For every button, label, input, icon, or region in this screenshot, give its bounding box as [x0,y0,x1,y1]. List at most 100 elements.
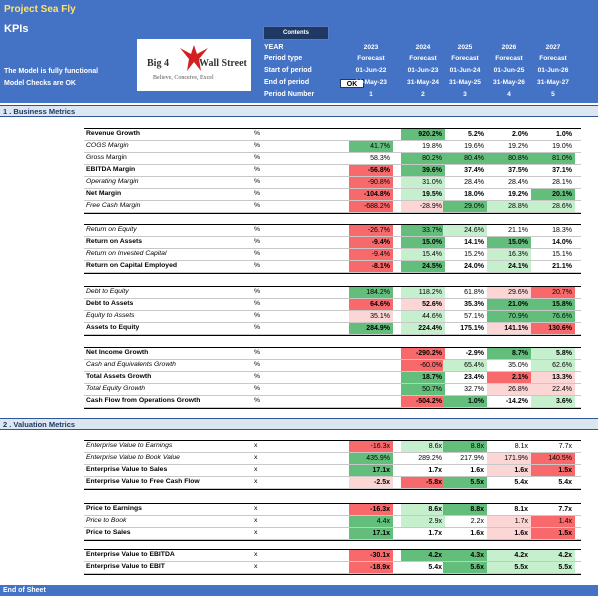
metric-value-cell: 37.1% [552,167,572,174]
metric-value-cell: 80.2% [401,153,445,164]
metric-value-cell: 52.6% [401,299,445,310]
metric-row: Assets to Equity% 284.9% 224.4% 175.1% 141.1… [84,323,581,335]
metric-row: Equity to Assets% 35.1% 44.6% 57.1% 70.9% 76.… [84,311,581,323]
metric-unit: x [254,529,258,536]
metric-value-cell: 284.9% [349,323,393,334]
metric-value-cell: 435.9% [349,453,393,464]
metric-value-cell: -18.9x [349,562,393,573]
metric-value-cell: 19.2% [508,191,528,198]
metric-value-cell: -8.1% [349,261,393,272]
metric-unit: x [254,478,258,485]
metric-value-cell: 19.2% [508,143,528,150]
metric-value-cell: 16.3% [487,249,531,260]
metric-value-cell: 1.7x [487,516,531,527]
metric-row: Price to Earnings x -16.3x 8.6x 8.8x 8.1x 7.7x [84,504,581,516]
metric-value-cell: 28.4% [508,179,528,186]
metric-value-cell: 118.2% [401,287,445,298]
metric-unit: % [254,312,261,319]
metric-value-cell: 39.6% [401,165,445,176]
metric-value-cell: 4.4x [349,516,393,527]
metric-value-cell: 184.2% [349,287,393,298]
metric-label: Return on Invested Capital [86,250,167,257]
metric-label: Equity to Assets [86,312,135,319]
metric-value-cell: 289.2% [418,455,442,462]
metric-label: Enterprise Value to Book Value [86,454,180,461]
metric-value-cell: 44.6% [401,311,445,322]
metric-row: Price to Sales x 17.1x 1.7x 1.6x 1.6x 1.5x [84,528,581,540]
metric-label: Enterprise Value to Sales [86,466,168,473]
metric-label: Cash Flow from Operations Growth [86,397,201,404]
metric-row: Return on Assets% -9.4% 15.0% 14.1% 15.0% 14.… [84,237,581,249]
metric-row: Cash Flow from Operations Growth% -504.2%… [84,396,581,408]
metric-label: Net Margin [86,190,122,197]
metric-label: Enterprise Value to Earnings [86,442,173,449]
metric-value-cell: 21.0% [487,299,531,310]
period-end-cell: 31-May-27 [537,79,569,86]
metric-row: Enterprise Value to Sales x 17.1x 1.7x 1.6x 1… [84,465,581,477]
metric-value-cell: 81.0% [531,153,575,164]
period-type-cell: Forecast [495,55,523,62]
metric-value-cell: 1.5x [531,528,575,539]
period-year-cell: 2027 [545,44,561,51]
metric-row: Free Cash Margin% -688.2% -28.9% 29.0% 28.8%… [84,201,581,213]
eagle-icon [180,45,208,71]
metric-label: Net Income Growth [86,349,149,356]
metric-unit: x [254,454,258,461]
metric-value-cell: 29.0% [443,201,487,212]
metric-value-cell: 35.3% [464,301,484,308]
metric-value-cell: -104.8% [349,189,393,200]
period-type-cell: Forecast [451,55,479,62]
metric-value-cell [349,372,393,383]
contents-button[interactable]: Contents [263,26,329,40]
metric-unit: x [254,551,258,558]
metric-unit: % [254,385,261,392]
metric-value-cell: 5.5x [531,562,575,573]
metric-value-cell: 8.6x [401,441,445,452]
metric-value-cell: 5.2% [468,131,484,138]
metric-value-cell: 70.9% [487,311,531,322]
metric-value-cell: 18.3% [552,227,572,234]
period-label-end: End of period [264,79,310,86]
metric-value-cell: 29.6% [487,287,531,298]
metric-row: Total Equity Growth% 50.7% 32.7% 26.8% 22.4% [84,384,581,396]
metric-value-cell: -16.3x [349,504,393,515]
metric-value-cell: 5.4x [428,564,442,571]
period-start-cell: 01-Jun-23 [407,67,439,74]
metric-value-cell: 1.6x [487,465,531,476]
metric-label: Revenue Growth [86,130,141,137]
metric-label: Total Equity Growth [86,385,146,392]
metric-value-cell: 175.1% [460,325,484,332]
metric-value-cell: 14.0% [552,239,572,246]
metric-value-cell: 217.9% [460,455,484,462]
metric-value-cell: 7.7x [558,443,572,450]
metric-value-cell: 4.3x [443,550,487,561]
period-num-cell: 1 [369,91,373,98]
metric-value-cell: 61.8% [464,289,484,296]
metric-label: Enterprise Value to Free Cash Flow [86,478,200,485]
metric-value-cell: 41.7% [349,141,393,152]
metric-value-cell: 50.7% [401,384,445,395]
metric-row: Enterprise Value to EBITDA x -30.1x 4.2x 4.3… [84,550,581,562]
metric-group: Enterprise Value to Earnings x -16.3x 8.6x 8… [84,440,581,490]
logo-tagline: Believe, Conceive, Excel [153,75,214,81]
metric-group: Debt to Equity% 184.2% 118.2% 61.8% 29.6% 20.… [84,286,581,336]
metric-value-cell: 24.1% [487,261,531,272]
metric-unit: % [254,238,261,245]
metric-group: Net Income Growth% -290.2% -2.9% 8.7% 5.8% Ca… [84,347,581,409]
metric-value-cell: 18.0% [464,191,484,198]
metric-value-cell: 224.4% [401,323,445,334]
metric-value-cell: 5.5x [443,477,487,488]
metric-value-cell: 4.2x [487,550,531,561]
metric-value-cell [349,396,393,407]
metric-row: Cash and Equivalents Growth% -60.0% 65.4% 3… [84,360,581,372]
metric-value-cell: 15.0% [401,237,445,248]
metric-unit: % [254,130,261,137]
metric-value-cell: 19.0% [552,143,572,150]
metric-value-cell: 21.1% [552,263,572,270]
period-end-cell: 31-May-25 [449,79,481,86]
metric-value-cell: 35.1% [349,311,393,322]
metric-value-cell: 15.2% [464,251,484,258]
metric-value-cell: 5.4x [514,479,528,486]
metric-unit: % [254,262,261,269]
metric-value-cell: -504.2% [401,396,445,407]
